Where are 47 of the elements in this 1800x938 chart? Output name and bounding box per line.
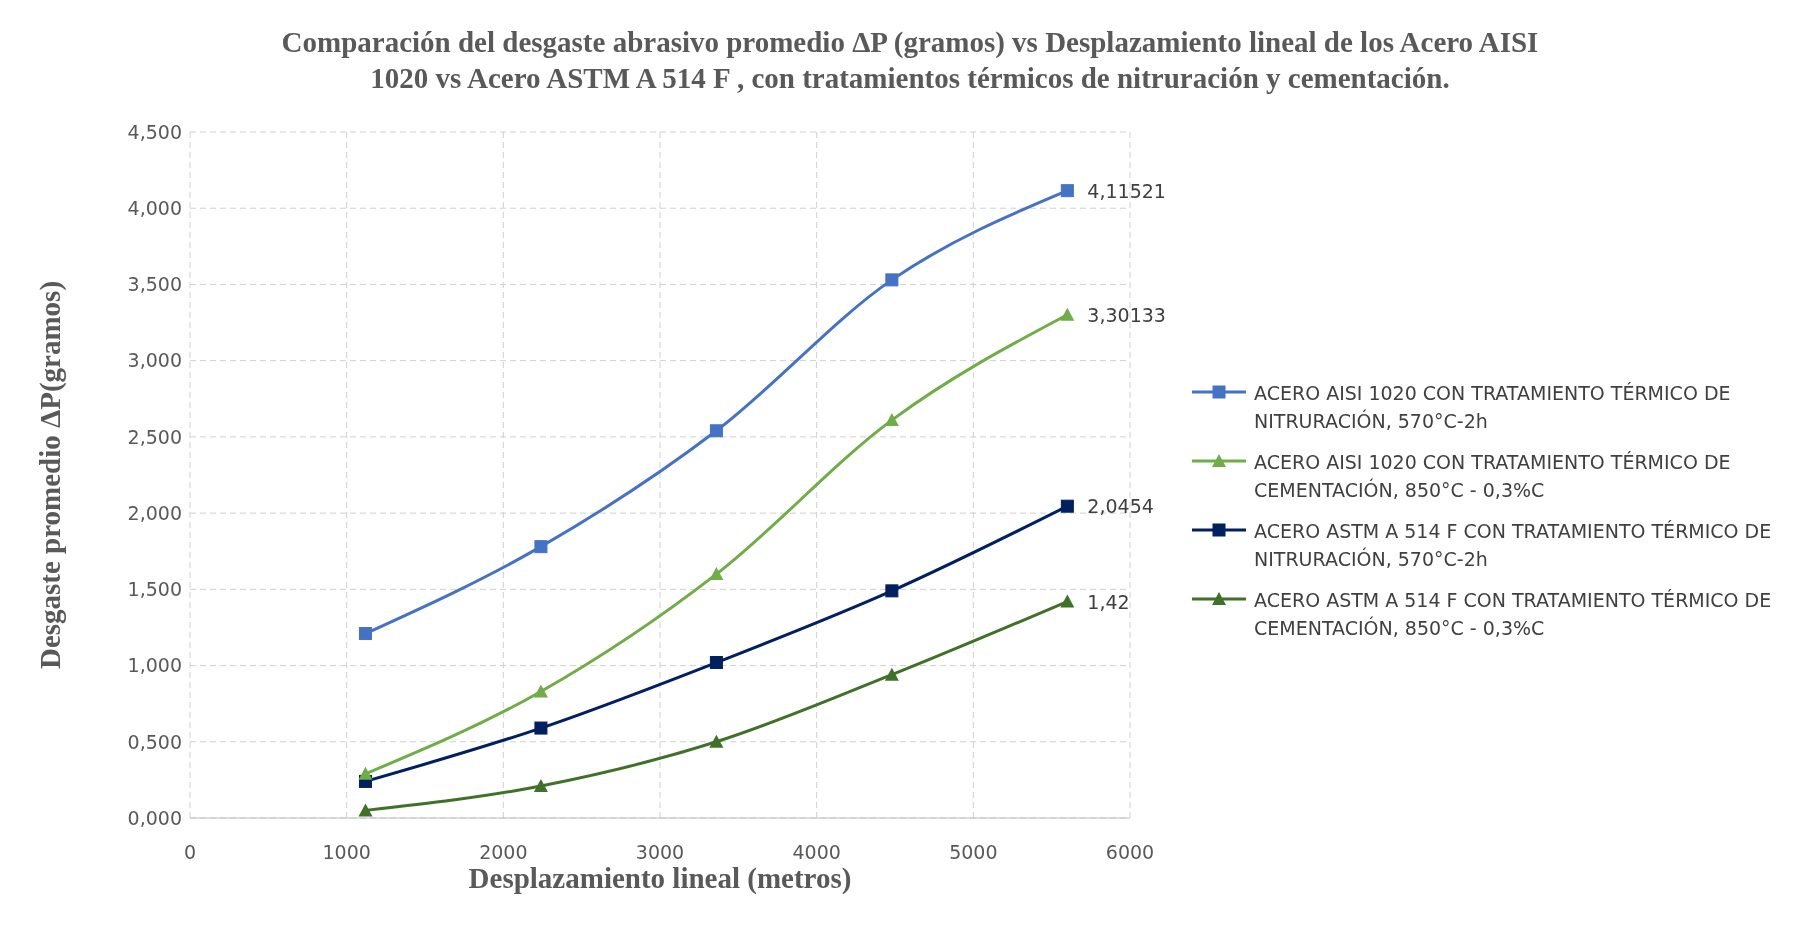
y-tick-label: 1,500 <box>127 578 182 601</box>
point <box>358 627 372 641</box>
x-axis-title: Desplazamiento lineal (metros) <box>468 862 852 895</box>
point <box>709 567 724 581</box>
x-tick-label: 6000 <box>1105 841 1155 864</box>
point <box>1060 499 1074 513</box>
x-tick-label: 5000 <box>949 841 998 864</box>
point <box>534 540 548 554</box>
point <box>1060 594 1075 608</box>
point <box>533 778 548 792</box>
x-tick-label: 0 <box>183 841 197 864</box>
legend-label: ACERO AISI 1020 CON TRATAMIENTO TÉRMICO DE CEMENTACIÓN, 850°C - 0,3%C <box>1254 450 1732 503</box>
y-tick-label: 4,000 <box>127 196 182 219</box>
data-label: 4,11521 <box>1087 179 1166 202</box>
point <box>534 721 548 735</box>
y-tick-label: 2,000 <box>127 501 182 524</box>
legend-label: ACERO AISI 1020 CON TRATAMIENTO TÉRMICO DE NITRURACIÓN, 570°C-2h <box>1254 381 1732 434</box>
y-tick-label: 3,500 <box>127 273 182 296</box>
point <box>884 413 899 427</box>
y-tick-label: 2,500 <box>127 425 182 448</box>
legend-label: ACERO ASTM A 514 F CON TRATAMIENTO TÉRMICO DE CEMENTACIÓN, 850°C - 0,3%C <box>1254 588 1773 641</box>
point <box>1060 307 1075 321</box>
point <box>709 734 724 748</box>
point <box>884 667 899 681</box>
legend-label: ACERO ASTM A 514 F CON TRATAMIENTO TÉRMICO DE NITRURACIÓN, 570°C-2h <box>1254 519 1773 572</box>
y-tick-label: 3,000 <box>127 349 182 372</box>
point <box>709 656 723 670</box>
point <box>885 584 899 598</box>
x-tick-label: 1000 <box>322 841 371 864</box>
x-tick-label: 4000 <box>792 841 841 864</box>
point <box>533 684 548 698</box>
y-tick-label: 0,500 <box>127 730 182 753</box>
chart-title: Comparación del desgaste abrasivo promedio ΔP (gramos) vs Desplazamiento lineal de los Acero AISI 1020 vs Acero ASTM A 514 F , con tratamientos térmicos de nitruración y cementación. <box>280 25 1540 97</box>
y-tick-label: 1,000 <box>127 654 182 677</box>
data-label: 1,42 <box>1087 590 1130 613</box>
data-label: 3,30133 <box>1087 303 1166 326</box>
point <box>358 766 373 780</box>
y-tick-label: 0,000 <box>127 806 182 829</box>
point <box>709 424 723 438</box>
point <box>1060 184 1074 198</box>
data-label: 2,0454 <box>1087 495 1154 518</box>
y-tick-label: 4,500 <box>127 120 182 143</box>
x-tick-label: 2000 <box>479 841 528 864</box>
point <box>885 273 899 287</box>
x-tick-label: 3000 <box>635 841 685 864</box>
point <box>358 803 373 817</box>
y-axis-title: Desgaste promedio ΔP(gramos) <box>34 280 68 670</box>
